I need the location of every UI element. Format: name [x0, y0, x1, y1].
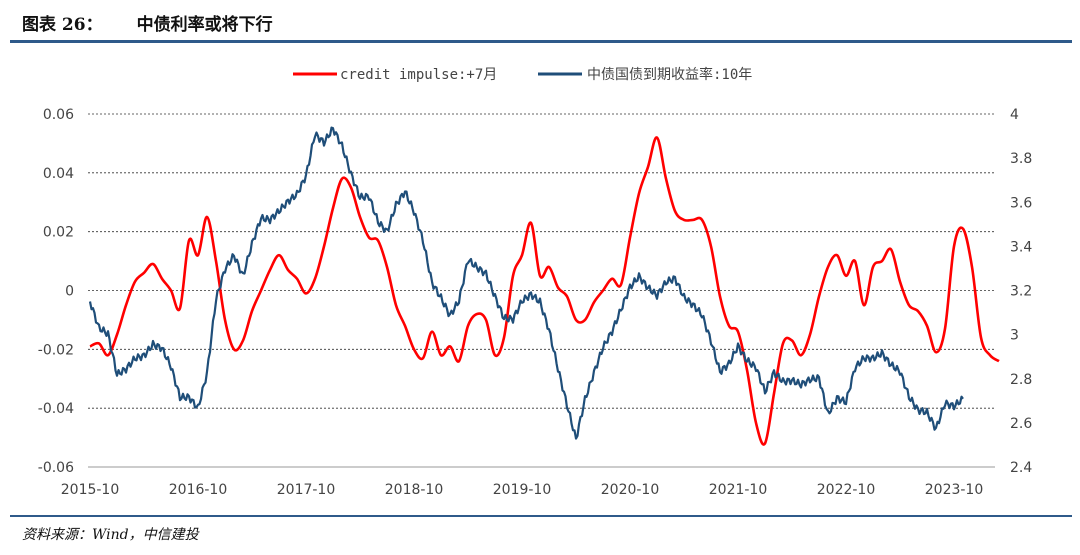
left-tick-label: 0.06 [43, 107, 74, 123]
x-tick-label: 2019-10 [493, 482, 552, 498]
figure-title: 图表 26： 中债利率或将下行 [22, 10, 273, 35]
x-tick-label: 2020-10 [601, 482, 660, 498]
x-tick-label: 2022-10 [817, 482, 876, 498]
right-tick-label: 3.4 [1010, 239, 1032, 255]
right-tick-label: 2.6 [1010, 416, 1032, 432]
right-tick-label: 3 [1010, 328, 1019, 344]
x-tick-label: 2023-10 [925, 482, 984, 498]
left-tick-label: -0.06 [38, 460, 74, 476]
right-tick-label: 3.2 [1010, 284, 1032, 300]
right-tick-label: 2.8 [1010, 372, 1032, 388]
left-tick-label: 0.04 [43, 166, 74, 182]
legend: credit impulse:+7月 中债国债到期收益率:10年 [293, 66, 752, 83]
x-tick-label: 2016-10 [169, 482, 228, 498]
legend-label-credit-impulse: credit impulse:+7月 [340, 67, 497, 83]
figure-label: 图表 26： [22, 15, 103, 35]
series-lines [88, 126, 1000, 446]
title-rule [10, 40, 1072, 43]
x-tick-label: 2021-10 [709, 482, 768, 498]
gridlines [88, 113, 995, 468]
bond-yield-line [88, 126, 964, 440]
right-tick-label: 4 [1010, 107, 1019, 123]
x-axis: 2015-10 2016-10 2017-10 2018-10 2019-10 2020-… [61, 482, 984, 498]
right-tick-label: 3.6 [1010, 195, 1032, 211]
right-tick-label: 2.4 [1010, 460, 1032, 476]
right-tick-label: 3.8 [1010, 151, 1032, 167]
x-tick-label: 2017-10 [277, 482, 336, 498]
figure-title-text: 中债利率或将下行 [136, 15, 273, 35]
left-axis: 0.06 0.04 0.02 0 -0.02 -0.04 -0.06 [38, 107, 74, 476]
left-tick-label: -0.02 [38, 342, 74, 358]
legend-label-bond-yield: 中债国债到期收益率:10年 [587, 66, 752, 83]
x-tick-label: 2018-10 [385, 482, 444, 498]
left-tick-label: 0.02 [43, 225, 74, 241]
left-tick-label: 0 [65, 284, 74, 300]
footer-rule [10, 515, 1072, 517]
x-tick-label: 2015-10 [61, 482, 120, 498]
left-tick-label: -0.04 [38, 401, 74, 417]
credit-impulse-line [89, 136, 1000, 446]
source-note: 资料来源：Wind，中信建投 [22, 527, 199, 543]
right-axis: 4 3.8 3.6 3.4 3.2 3 2.8 2.6 2.4 [1010, 107, 1032, 476]
